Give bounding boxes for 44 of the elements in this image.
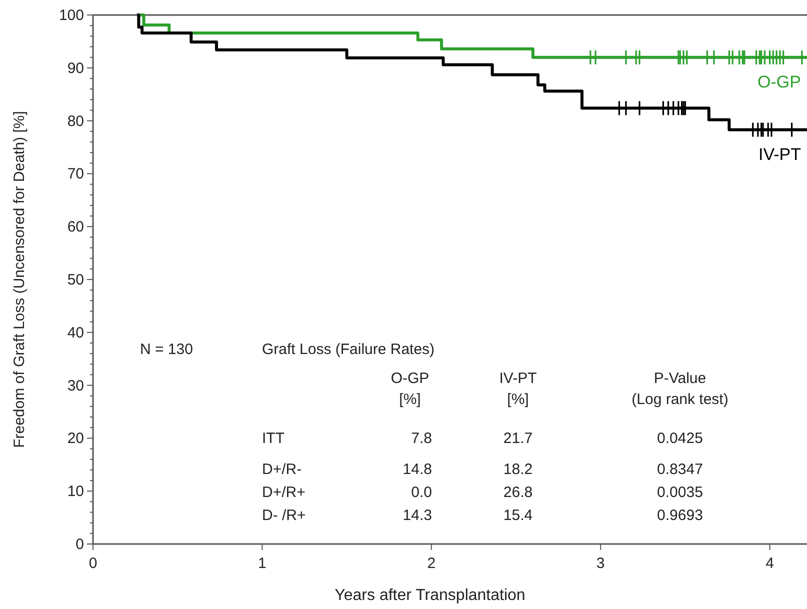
annotation: 14.8 — [402, 461, 432, 478]
annotation: 7.8 — [411, 430, 432, 447]
annotation: 21.7 — [503, 430, 533, 447]
annotation: 0.0035 — [657, 484, 703, 501]
x-tick-label: 3 — [596, 555, 605, 572]
y-tick-label: 60 — [67, 218, 84, 236]
y-tick-label: 70 — [67, 166, 84, 183]
y-tick-label: 80 — [67, 112, 84, 130]
annotation: N = 130 — [140, 341, 193, 358]
annotation: IV-PT — [499, 370, 537, 387]
series-label: IV-PT — [758, 144, 801, 164]
annotation: D+/R- — [262, 461, 302, 478]
y-tick-label: 50 — [67, 272, 84, 288]
annotation: 0.9693 — [657, 507, 703, 524]
annotation: 0.0425 — [657, 430, 703, 447]
annotation: 0.0 — [411, 484, 432, 501]
annotation: 26.8 — [503, 484, 533, 501]
x-tick-label: 4 — [766, 555, 774, 572]
y-tick-label: 0 — [76, 536, 84, 553]
y-tick-label: 40 — [67, 324, 84, 342]
annotation: P-Value — [654, 370, 706, 387]
annotation: 0.8347 — [657, 461, 703, 478]
x-tick-label: 0 — [88, 555, 98, 572]
series-label: O-GP — [758, 72, 801, 92]
x-tick-label: 2 — [427, 555, 436, 572]
annotation: (Log rank test) — [632, 391, 728, 408]
y-tick-label: 90 — [67, 60, 84, 77]
annotation: 15.4 — [503, 507, 533, 524]
annotation: O-GP — [390, 370, 430, 387]
y-tick-label: 20 — [67, 430, 84, 448]
annotation: [%] — [399, 391, 421, 408]
annotation: 14.3 — [402, 507, 432, 524]
annotation: 18.2 — [503, 461, 533, 478]
annotation: ITT — [262, 430, 284, 447]
y-tick-label: 30 — [67, 377, 84, 394]
x-axis-title: Years after Transplantation — [334, 587, 526, 604]
x-tick-label: 1 — [258, 555, 266, 572]
y-axis-title: Freedom of Graft Loss (Uncensored for Death) [%] — [11, 111, 28, 448]
annotation: [%] — [507, 391, 529, 408]
y-tick-label: 100 — [58, 7, 84, 24]
y-tick-label: 10 — [67, 483, 84, 500]
annotation: D- /R+ — [262, 507, 306, 524]
annotation: Graft Loss (Failure Rates) — [262, 341, 435, 358]
annotation: D+/R+ — [262, 484, 306, 501]
